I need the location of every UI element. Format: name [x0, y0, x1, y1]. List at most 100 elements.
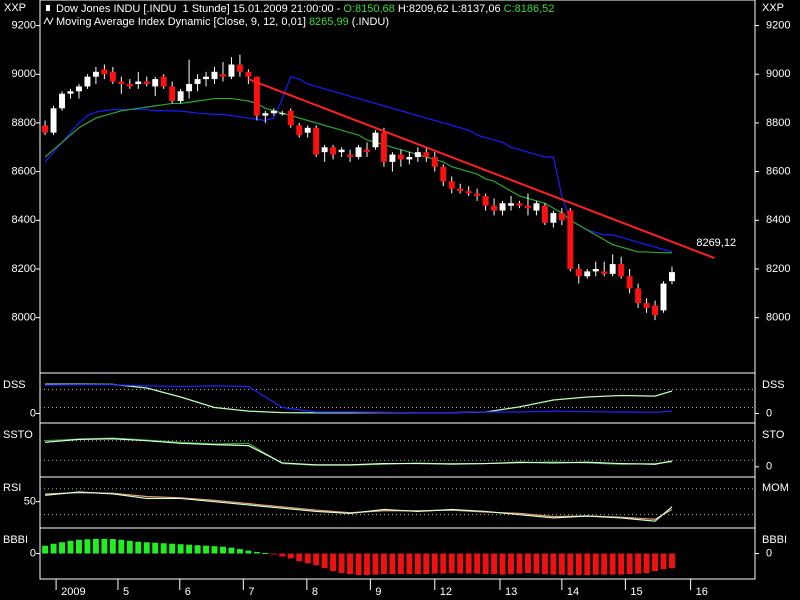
candle-body	[50, 108, 57, 133]
histogram-bar	[253, 552, 260, 554]
histogram-bar	[347, 553, 354, 575]
y-tick-label: 0	[766, 461, 772, 473]
histogram-bar	[118, 539, 125, 554]
y-tick-label: 50	[24, 496, 36, 508]
histogram-bar	[372, 553, 379, 575]
y-tick-label: 0	[766, 407, 772, 419]
y-tick-label: 8000	[766, 312, 790, 324]
candle-body	[389, 154, 396, 162]
histogram-bar	[321, 553, 328, 569]
candle-body	[609, 264, 616, 274]
histogram-bar	[76, 539, 82, 554]
x-tick-label: 9	[375, 586, 381, 598]
histogram-bar	[143, 542, 150, 554]
candle-body	[643, 303, 650, 308]
histogram-bar	[643, 553, 650, 574]
candle-body	[491, 205, 498, 211]
candle-body	[338, 149, 345, 153]
candle-body	[279, 113, 286, 115]
histogram-bar	[592, 553, 599, 575]
histogram-bar	[508, 553, 514, 575]
candle-body	[474, 193, 481, 196]
histogram-bar	[245, 550, 252, 554]
candle-body	[270, 110, 277, 114]
histogram-bar	[618, 553, 625, 575]
title-part: C:8186,52	[504, 3, 555, 15]
histogram-bar	[126, 540, 133, 554]
histogram-bar	[270, 553, 277, 555]
indicator-icon	[43, 16, 54, 26]
histogram-bar	[186, 544, 193, 554]
subtitle-part: 8265,99	[309, 16, 349, 28]
candle-body	[669, 272, 675, 282]
candle-body	[626, 276, 633, 289]
candle-body	[397, 154, 404, 160]
candle-body	[262, 113, 269, 116]
candle-body	[541, 205, 548, 223]
candle-body	[508, 203, 514, 206]
candle-body	[516, 203, 523, 206]
trendline-label: 8269,12	[696, 237, 736, 249]
x-tick-label: 16	[696, 586, 708, 598]
title-part: Dow Jones INDU [.INDU 1 Stunde] 15.01.20…	[56, 3, 343, 15]
candle-body	[533, 203, 540, 211]
y-tick-label: 8200	[12, 263, 36, 275]
histogram-bar	[406, 553, 413, 575]
candle-body	[169, 86, 176, 102]
candle-body	[524, 205, 531, 209]
candle-body	[431, 157, 438, 167]
candle-body	[330, 147, 337, 155]
histogram-bar	[287, 553, 294, 559]
candle-body	[287, 110, 294, 126]
indicator-line	[45, 384, 673, 414]
histogram-bar	[203, 545, 210, 554]
panel-label: MOM	[762, 482, 789, 494]
histogram-bar	[279, 553, 286, 557]
candle-body	[448, 181, 455, 189]
histogram-bar	[474, 553, 481, 574]
y-tick-label: 9200	[766, 19, 790, 31]
candle-body	[457, 188, 464, 192]
candle-body	[440, 166, 447, 182]
candle-body	[635, 288, 642, 304]
y-tick-label: 8600	[766, 166, 790, 178]
candle-body	[364, 149, 370, 153]
corner-label-right: XXP	[762, 2, 784, 14]
trendline	[248, 78, 715, 259]
x-tick-label: 6	[185, 586, 191, 598]
histogram-bar	[482, 553, 489, 575]
histogram-bar	[499, 553, 506, 575]
histogram-bar	[635, 553, 642, 574]
histogram-bar	[626, 553, 633, 575]
candle-body	[109, 71, 116, 82]
histogram-bar	[67, 540, 74, 554]
histogram-bar	[330, 553, 337, 572]
histogram-bar	[609, 553, 616, 575]
candle-body	[380, 132, 387, 162]
histogram-bar	[42, 545, 49, 554]
histogram-bar	[533, 553, 540, 574]
panel-label: DSS	[3, 379, 26, 391]
histogram-bar	[491, 553, 498, 575]
histogram-bar	[575, 553, 582, 576]
candle-body	[482, 195, 489, 206]
histogram-bar	[465, 553, 472, 574]
histogram-bar	[169, 543, 176, 554]
panel-label: BBBI	[762, 534, 787, 546]
histogram-bar	[457, 553, 464, 574]
candle-body	[76, 86, 82, 92]
panel-label: SSTO	[3, 429, 33, 441]
symbol-icon	[46, 5, 50, 11]
histogram-bar	[59, 542, 65, 554]
candle-body	[253, 76, 260, 116]
candle-body	[406, 157, 413, 160]
histogram-bar	[584, 553, 591, 576]
candle-body	[160, 76, 167, 87]
histogram-bar	[313, 553, 320, 566]
y-tick-label: 8400	[766, 214, 790, 226]
histogram-bar	[355, 553, 362, 576]
panel-label: BBBI	[3, 534, 28, 546]
title-part: H:8209,62 L:8137,06	[395, 3, 504, 15]
histogram-bar	[516, 553, 523, 574]
